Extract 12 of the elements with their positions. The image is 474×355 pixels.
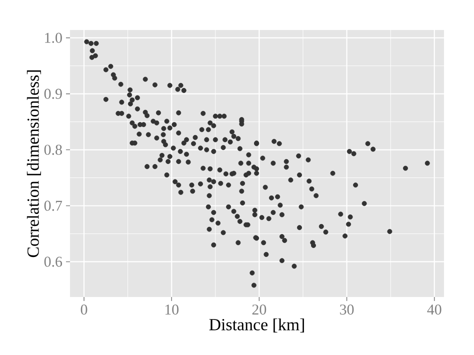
y-tick-label: 1.0 xyxy=(45,32,62,43)
x-tick-label: 0 xyxy=(80,304,88,315)
y-tick-label: 0.8 xyxy=(44,144,62,155)
x-tick-label: 20 xyxy=(252,304,266,315)
x-tick-label: 10 xyxy=(165,304,179,315)
y-tick-label: 0.9 xyxy=(44,88,62,99)
x-tick-label: 30 xyxy=(340,304,354,315)
x-axis-title: Distance [km] xyxy=(209,318,304,332)
y-tick-label: 0.6 xyxy=(44,256,62,267)
y-axis-title: Correlation [dimensionless] xyxy=(26,70,41,258)
x-tick-label: 40 xyxy=(427,304,442,315)
y-tick-label: 0.7 xyxy=(44,200,62,211)
